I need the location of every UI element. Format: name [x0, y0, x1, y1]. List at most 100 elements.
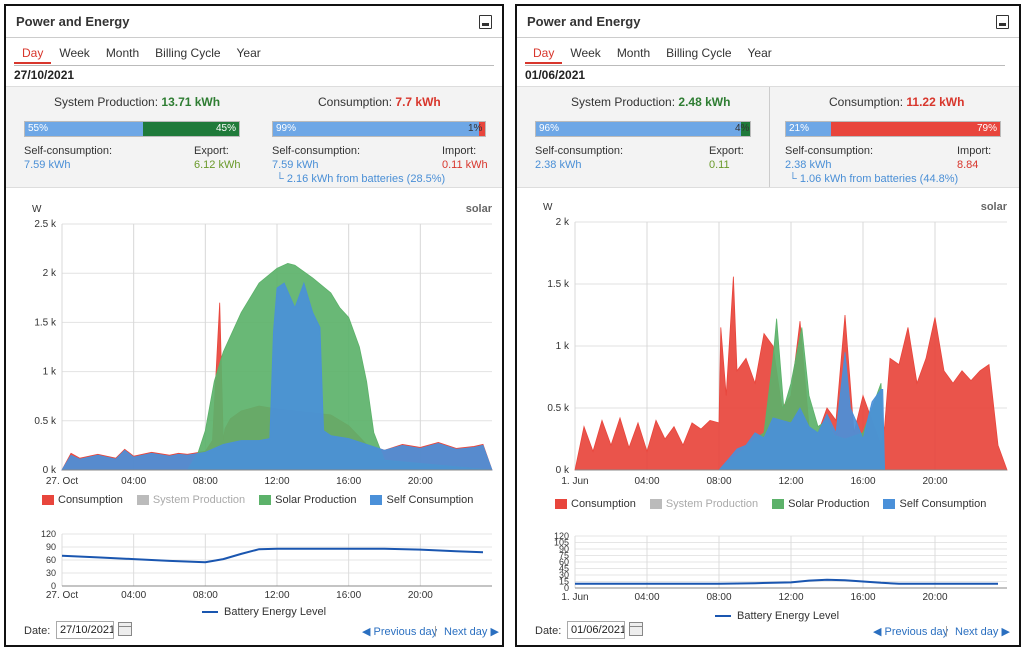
- battery-legend-label: Battery Energy Level: [737, 610, 840, 622]
- y-tick-label: 1 k: [43, 367, 57, 378]
- tab-year[interactable]: Year: [236, 46, 261, 60]
- y-tick-label: 30: [559, 570, 569, 580]
- tab-billing-cycle[interactable]: Billing Cycle: [155, 46, 221, 60]
- battery-legend-label: Battery Energy Level: [224, 606, 327, 618]
- calendar-icon[interactable]: [118, 622, 132, 636]
- legend-consumption[interactable]: Consumption: [555, 498, 636, 510]
- x-tick-label: 04:00: [634, 592, 659, 603]
- legend-swatch: [42, 495, 54, 505]
- production-export-segment: 45%: [142, 122, 239, 136]
- battery-legend-line: [202, 611, 218, 613]
- legend-label: System Production: [665, 498, 759, 510]
- consumption-stat: Consumption: 7.7 kWh: [318, 95, 441, 109]
- y-tick-label: 60: [559, 557, 569, 567]
- export-label: Export:: [709, 145, 744, 157]
- y-tick-label: 1.5 k: [547, 279, 570, 290]
- x-tick-label: 12:00: [778, 592, 803, 603]
- y-tick-label: 1.5 k: [34, 317, 57, 328]
- production-self-segment: 96%: [536, 122, 742, 136]
- production-value: 13.71 kWh: [161, 95, 221, 109]
- x-tick-label: 27. Oct: [46, 590, 78, 601]
- import-label: Import:: [957, 145, 992, 157]
- export-csv-icon[interactable]: [479, 15, 492, 29]
- production-stat: System Production: 13.71 kWh: [54, 95, 220, 109]
- legend-label: Self Consumption: [386, 494, 474, 506]
- date-input[interactable]: 01/06/2021: [567, 621, 625, 639]
- y-tick-label: 0.5 k: [34, 416, 57, 427]
- nav-separator: |: [434, 625, 437, 637]
- legend-swatch: [136, 495, 149, 505]
- consumption-self-value: 2.38 kWh: [785, 159, 832, 171]
- next-day-link[interactable]: Next day ▶: [955, 626, 1010, 638]
- production-bar: 55% 45%: [24, 121, 240, 137]
- power-legend: Consumption System Production Solar Prod…: [555, 498, 986, 510]
- tab-year[interactable]: Year: [747, 46, 772, 60]
- power-energy-panel-right: Power and Energy Day Week Month Billing …: [515, 4, 1021, 647]
- from-batteries: └ 1.06 kWh from batteries (44.8%): [789, 173, 959, 185]
- series-area-self-consumption[interactable]: [575, 352, 1007, 471]
- tab-month[interactable]: Month: [616, 46, 651, 60]
- legend-system-production[interactable]: System Production: [136, 494, 246, 506]
- tab-month[interactable]: Month: [105, 46, 140, 60]
- calendar-icon[interactable]: [629, 622, 643, 636]
- consumption-import-segment: [478, 122, 485, 136]
- legend-system-production[interactable]: System Production: [649, 498, 759, 510]
- legend-solar-production[interactable]: Solar Production: [772, 498, 869, 510]
- tab-week[interactable]: Week: [59, 46, 90, 60]
- production-self-label: Self-consumption:: [535, 145, 624, 157]
- y-tick-label: 75: [559, 551, 569, 561]
- next-day-link[interactable]: Next day ▶: [444, 626, 499, 638]
- production-bar: 96%: [535, 121, 751, 137]
- x-tick-label: 1. Jun: [561, 592, 588, 603]
- period-tabs: Day Week Month Billing Cycle Year: [525, 44, 780, 64]
- y-tick-label: 2.5 k: [34, 219, 57, 230]
- battery-level-line[interactable]: [575, 578, 998, 585]
- y-tick-label: 30: [46, 568, 56, 578]
- production-label: System Production:: [54, 95, 159, 109]
- legend-label: System Production: [152, 494, 246, 506]
- x-tick-label: 16:00: [850, 476, 875, 487]
- consumption-label: Consumption:: [318, 95, 393, 109]
- production-export-segment: [741, 122, 750, 136]
- tab-day[interactable]: Day: [14, 44, 52, 64]
- consumption-bar: 21% 79%: [785, 121, 1001, 137]
- previous-day-link[interactable]: ◀ Previous day: [362, 626, 438, 638]
- legend-consumption[interactable]: Consumption: [42, 494, 123, 506]
- y-tick-label: 45: [559, 564, 569, 574]
- x-tick-label: 27. Oct: [46, 476, 78, 487]
- legend-self-consumption[interactable]: Self Consumption: [370, 494, 473, 506]
- battery-level-line[interactable]: [61, 547, 484, 564]
- legend-swatch: [370, 495, 383, 505]
- previous-day-link[interactable]: ◀ Previous day: [873, 626, 949, 638]
- legend-swatch: [649, 499, 662, 509]
- x-tick-label: 1. Jun: [561, 476, 588, 487]
- legend-solar-production[interactable]: Solar Production: [259, 494, 356, 506]
- x-tick-label: 04:00: [121, 590, 146, 601]
- x-tick-label: 04:00: [634, 476, 659, 487]
- series-area-self-consumption[interactable]: [61, 281, 493, 471]
- tab-week[interactable]: Week: [570, 46, 601, 60]
- y-tick-label: 120: [41, 529, 56, 539]
- y-tick-label: 60: [46, 555, 56, 565]
- production-value: 2.48 kWh: [678, 95, 731, 109]
- tab-day[interactable]: Day: [525, 44, 563, 64]
- battery-legend: Battery Energy Level: [715, 610, 839, 622]
- legend-self-consumption[interactable]: Self Consumption: [883, 498, 986, 510]
- x-tick-label: 04:00: [121, 476, 146, 487]
- y-tick-label: 2 k: [556, 217, 570, 228]
- x-tick-label: 08:00: [193, 590, 218, 601]
- consumption-label: Consumption:: [829, 95, 904, 109]
- x-tick-label: 20:00: [922, 476, 947, 487]
- export-csv-icon[interactable]: [996, 15, 1009, 29]
- legend-label: Consumption: [58, 494, 123, 506]
- y-tick-label: 1 k: [556, 341, 570, 352]
- date-input[interactable]: 27/10/2021: [56, 621, 114, 639]
- import-value: 8.84: [957, 159, 979, 171]
- tab-billing-cycle[interactable]: Billing Cycle: [666, 46, 732, 60]
- production-self-segment: 55%: [25, 122, 143, 136]
- panel-header: Power and Energy: [6, 6, 502, 38]
- y-axis-label: W: [543, 202, 553, 213]
- consumption-import-pct: 1%: [468, 123, 483, 134]
- summary-divider: [769, 87, 770, 187]
- export-label: Export:: [194, 145, 229, 157]
